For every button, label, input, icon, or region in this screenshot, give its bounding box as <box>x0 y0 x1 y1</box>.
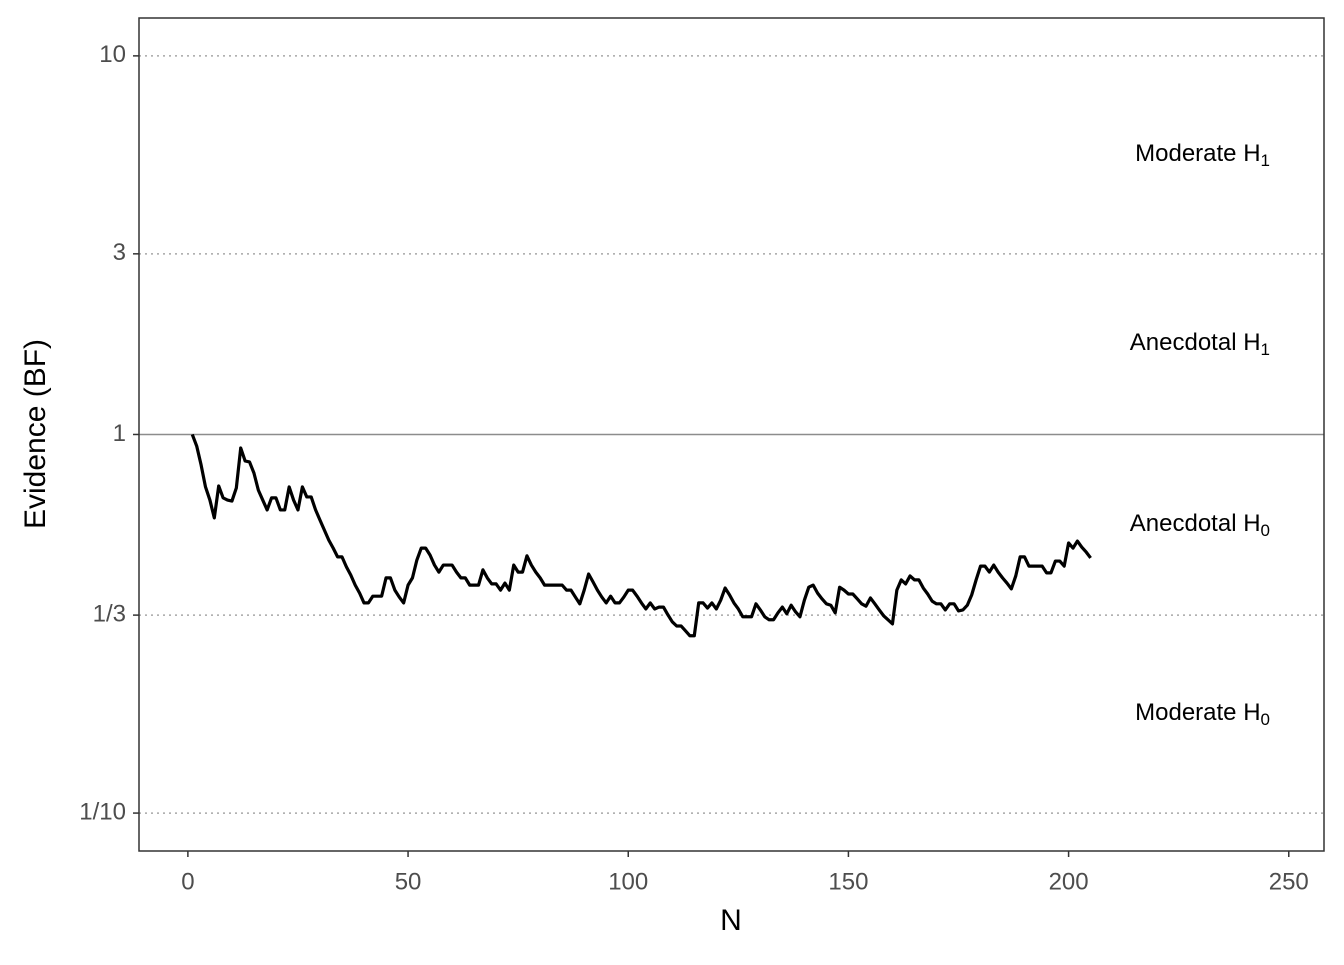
y-tick-label: 1 <box>113 420 126 447</box>
x-axis-title: N <box>720 904 742 937</box>
annotation-subscript: 0 <box>1261 521 1270 540</box>
annotation-text: Moderate H <box>1135 140 1260 167</box>
annotation: Anecdotal H1 <box>1130 329 1270 359</box>
annotation-subscript: 0 <box>1261 711 1270 730</box>
x-tick-label: 0 <box>181 868 194 895</box>
y-tick-label: 1/10 <box>79 798 126 825</box>
y-tick-label: 3 <box>113 239 126 266</box>
x-tick-label: 100 <box>608 868 648 895</box>
annotation-text: Moderate H <box>1135 699 1260 726</box>
annotation-text: Anecdotal H <box>1130 329 1261 356</box>
x-tick-label: 50 <box>395 868 422 895</box>
annotation-subscript: 1 <box>1261 151 1270 170</box>
x-tick-label: 250 <box>1269 868 1309 895</box>
annotation: Moderate H0 <box>1135 699 1270 729</box>
x-tick-label: 200 <box>1049 868 1089 895</box>
y-tick-label: 1/3 <box>93 600 126 627</box>
y-tick-label: 10 <box>99 41 126 68</box>
annotation: Anecdotal H0 <box>1130 510 1270 540</box>
x-tick-label: 150 <box>828 868 868 895</box>
y-axis-title: Evidence (BF) <box>19 339 52 529</box>
annotation: Moderate H1 <box>1135 140 1270 170</box>
annotation-subscript: 1 <box>1261 341 1270 360</box>
annotation-text: Anecdotal H <box>1130 510 1261 537</box>
data-line <box>190 433 1092 638</box>
plot-border <box>138 17 1325 852</box>
